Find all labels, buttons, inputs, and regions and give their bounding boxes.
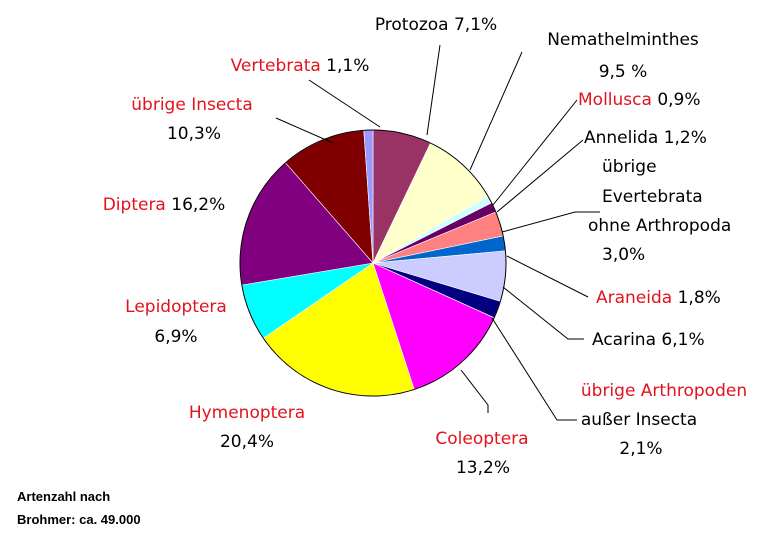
- label-value-text: außer Insecta: [581, 410, 697, 430]
- data-label: Protozoa 7,1%: [375, 15, 497, 35]
- data-label: ohne Arthropoda: [588, 216, 731, 236]
- data-label: 20,4%: [220, 432, 274, 452]
- leader-line: [308, 79, 381, 128]
- label-name-text: Diptera: [103, 195, 166, 215]
- label-value-text: 0,9%: [652, 90, 701, 110]
- label-value-text: 1,1%: [321, 56, 370, 76]
- leader-line: [460, 369, 489, 413]
- leader-line: [469, 51, 523, 171]
- label-name-text: Coleoptera: [435, 429, 528, 449]
- label-value-text: 20,4%: [220, 432, 274, 452]
- data-label: übrige: [602, 157, 657, 177]
- data-label: 6,9%: [154, 327, 197, 347]
- label-value-text: 10,3%: [167, 124, 221, 144]
- label-value-text: ohne Arthropoda: [588, 216, 731, 236]
- data-label: übrige Insecta: [131, 95, 252, 115]
- leader-line: [491, 317, 577, 421]
- leader-line: [426, 44, 441, 136]
- note-line-1: Artenzahl nach: [17, 489, 111, 504]
- data-label: Evertebrata: [602, 187, 703, 207]
- data-label: Nemathelminthes: [547, 30, 699, 50]
- label-value-text: Acarina 6,1%: [592, 330, 705, 350]
- label-name-text: Mollusca: [578, 90, 652, 110]
- label-value-text: Nemathelminthes: [547, 30, 699, 50]
- label-value-text: 3,0%: [602, 245, 645, 265]
- label-value-text: 13,2%: [456, 458, 510, 478]
- leader-line: [501, 211, 600, 233]
- data-label: Hymenoptera: [189, 403, 305, 423]
- label-value-text: 6,9%: [154, 327, 197, 347]
- pie-outline: [239, 129, 507, 397]
- data-label: Vertebrata 1,1%: [231, 56, 370, 76]
- data-label: 3,0%: [602, 245, 645, 265]
- data-label: Coleoptera: [435, 429, 528, 449]
- label-value-text: Protozoa 7,1%: [375, 15, 497, 35]
- leader-line: [492, 99, 578, 206]
- label-value-text: 9,5 %: [599, 62, 648, 82]
- label-value-text: Evertebrata: [602, 187, 703, 207]
- data-label: Araneida 1,8%: [596, 288, 721, 308]
- data-label: 10,3%: [167, 124, 221, 144]
- data-label: außer Insecta: [581, 410, 697, 430]
- data-label: Annelida 1,2%: [584, 128, 707, 148]
- note-line-2: Brohmer: ca. 49.000: [17, 512, 141, 527]
- label-name-text: Lepidoptera: [125, 297, 227, 317]
- leader-line: [496, 139, 584, 213]
- label-name-text: Hymenoptera: [189, 403, 305, 423]
- label-name-text: Araneida: [596, 288, 672, 308]
- label-name-text: übrige Insecta: [131, 95, 252, 115]
- data-label: Lepidoptera: [125, 297, 227, 317]
- data-label: Acarina 6,1%: [592, 330, 705, 350]
- data-label: Diptera 16,2%: [103, 195, 226, 215]
- data-label: übrige Arthropoden: [581, 381, 747, 401]
- data-label: 9,5 %: [599, 62, 648, 82]
- label-name-text: übrige Arthropoden: [581, 381, 747, 401]
- label-value-text: Annelida 1,2%: [584, 128, 707, 148]
- label-value-text: 16,2%: [166, 195, 225, 215]
- label-value-text: übrige: [602, 157, 657, 177]
- label-name-text: Vertebrata: [231, 56, 321, 76]
- leader-line: [506, 255, 589, 298]
- label-value-text: 2,1%: [619, 439, 662, 459]
- data-label: Mollusca 0,9%: [578, 90, 701, 110]
- data-label: 2,1%: [619, 439, 662, 459]
- label-value-text: 1,8%: [672, 288, 721, 308]
- leader-line: [275, 117, 334, 144]
- leader-line: [502, 286, 584, 340]
- data-label: 13,2%: [456, 458, 510, 478]
